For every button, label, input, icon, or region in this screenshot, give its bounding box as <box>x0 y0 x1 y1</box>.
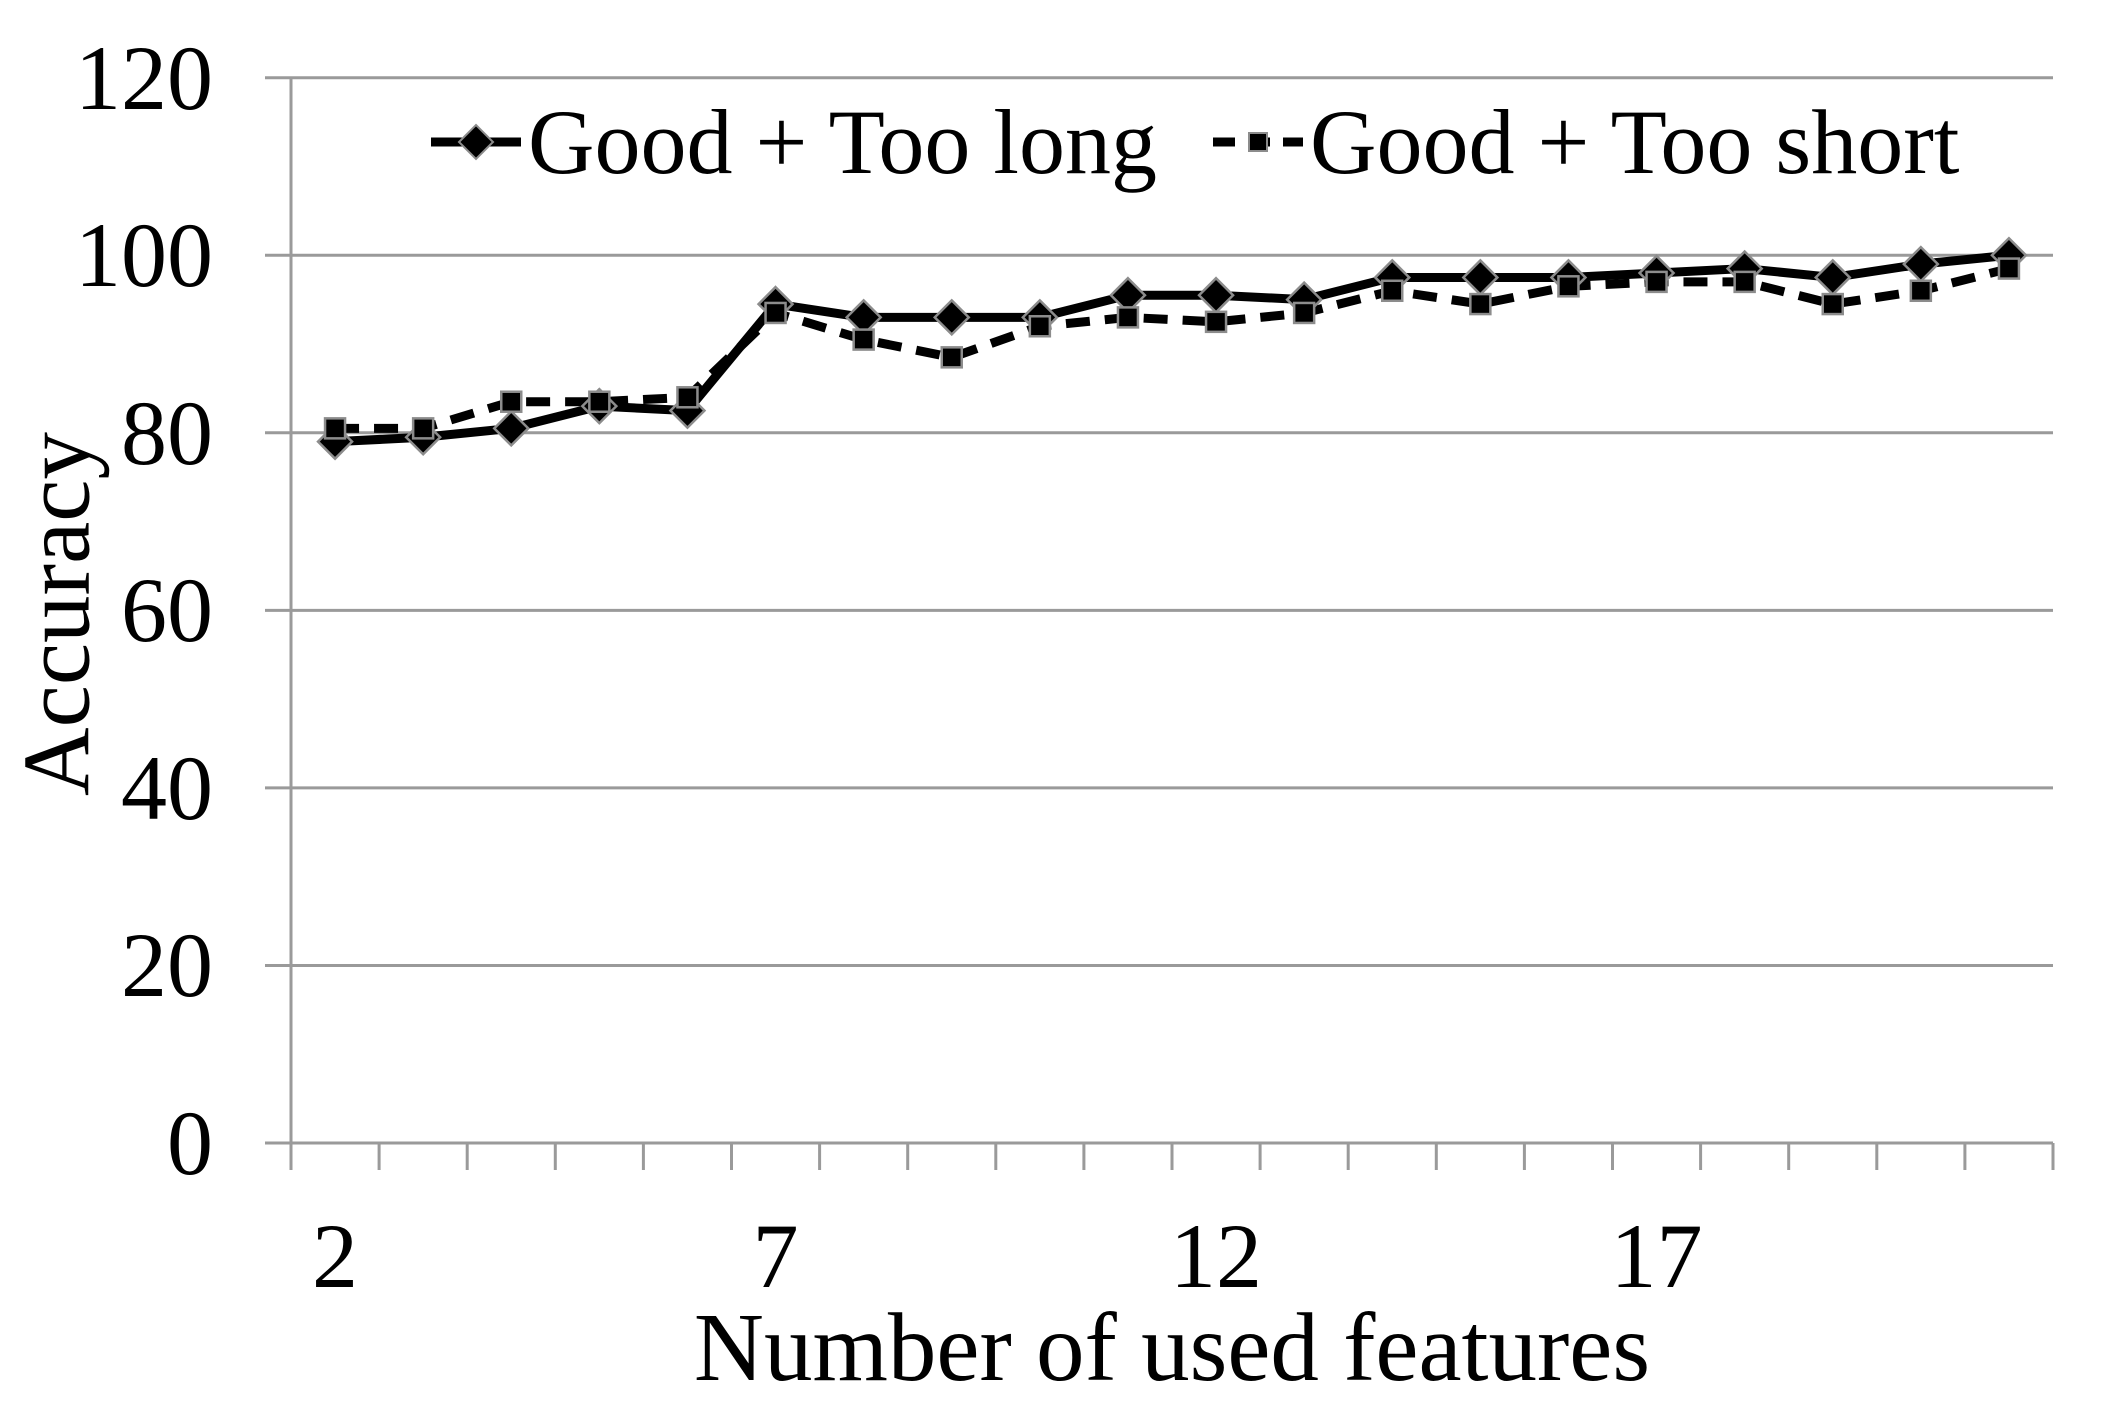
square-marker <box>1733 270 1756 294</box>
diamond-marker <box>932 298 971 337</box>
square-marker <box>1204 310 1228 334</box>
diamond-marker <box>1197 276 1235 314</box>
square-marker <box>1821 292 1844 316</box>
x-tick-label-12: 12 <box>1170 1205 1263 1307</box>
x-tick-label-2: 2 <box>312 1205 359 1307</box>
diamond-marker <box>492 409 531 448</box>
square-marker <box>1028 315 1052 338</box>
x-tick-label-17: 17 <box>1610 1205 1703 1307</box>
square-marker <box>1381 279 1404 303</box>
y-tick-label-0: 0 <box>167 1092 213 1194</box>
y-tick-label-80: 80 <box>121 381 213 484</box>
y-axis-title: Accuracy <box>3 432 110 796</box>
series-line-1 <box>335 264 2011 433</box>
square-marker <box>676 386 699 409</box>
y-tick-label-20: 20 <box>121 914 213 1017</box>
square-marker <box>411 417 435 440</box>
square-marker <box>940 346 963 369</box>
square-marker <box>1645 270 1668 294</box>
diamond-marker <box>316 422 354 461</box>
x-tick-label-7: 7 <box>752 1205 799 1307</box>
square-marker <box>1909 279 1933 303</box>
series-line-0 <box>334 250 2010 447</box>
square-marker <box>1116 306 1140 329</box>
square-marker <box>764 301 787 325</box>
square-marker <box>500 390 523 413</box>
square-marker <box>1557 275 1580 298</box>
square-marker <box>323 417 347 440</box>
diamond-marker <box>1813 258 1852 297</box>
square-marker <box>1997 257 2021 280</box>
diamond-marker <box>668 391 707 430</box>
diamond-marker <box>1461 258 1500 297</box>
square-marker <box>852 328 875 351</box>
y-tick-label-100: 100 <box>75 204 213 307</box>
y-tick-label-120: 120 <box>75 26 213 129</box>
square-marker <box>1292 301 1316 325</box>
y-tick-label-60: 60 <box>121 559 213 662</box>
square-marker <box>1469 292 1492 316</box>
diamond-marker <box>1902 245 1940 283</box>
square-marker <box>588 390 611 413</box>
x-axis-title: Number of used features <box>693 1294 1651 1401</box>
y-tick-label-40: 40 <box>121 736 213 839</box>
